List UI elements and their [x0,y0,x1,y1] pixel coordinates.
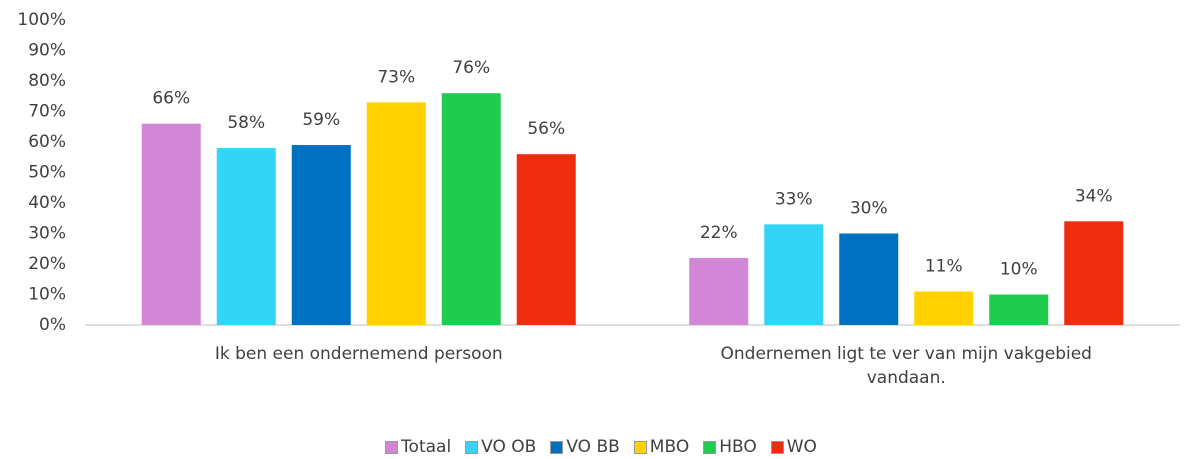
y-tick-label: 20% [28,254,66,274]
legend-label: HBO [719,437,757,457]
y-tick-label: 40% [28,193,66,213]
legend-swatch [703,440,717,454]
y-tick-label: 60% [28,132,66,152]
data-label: 30% [850,199,888,219]
y-tick-label: 30% [28,224,66,244]
legend-item: VO BB [550,437,620,457]
y-tick-label: 70% [28,102,66,122]
y-tick-label: 50% [28,163,66,183]
y-tick-label: 100% [17,10,66,30]
data-label: 11% [925,256,963,276]
y-tick-label: 80% [28,71,66,91]
data-label: 33% [775,189,813,209]
legend-item: HBO [703,437,757,457]
bar [914,291,974,325]
legend-item: Totaal [385,437,451,457]
y-tick-label: 90% [28,41,66,61]
y-tick-label: 0% [39,315,66,335]
bar [689,257,749,325]
bar [291,145,351,325]
bar [516,154,576,325]
x-tick-label: Ondernemen ligt te ver van mijn vakgebie… [720,344,1092,388]
bar [764,224,824,325]
legend-swatch [465,440,479,454]
x-tick-label: Ik ben een ondernemend persoon [214,344,503,364]
legend-item: MBO [633,437,690,457]
legend-swatch [550,440,564,454]
bar [989,294,1049,325]
legend-swatch [385,440,399,454]
y-tick-label: 10% [28,285,66,305]
bar [839,233,899,325]
data-label: 58% [227,113,265,133]
bar [441,93,501,325]
legend: Totaal VO OB VO BB MBO HBO WO [0,437,1202,457]
data-label: 59% [302,110,340,130]
legend-swatch [770,440,784,454]
data-label: 22% [700,223,738,243]
legend-label: VO OB [481,437,537,457]
legend-item: WO [770,437,817,457]
data-label: 10% [1000,260,1038,280]
bar [141,123,201,325]
data-label: 73% [377,67,415,87]
bar [216,148,276,325]
data-label: 66% [152,89,190,109]
legend-swatch [633,440,647,454]
data-label: 56% [527,119,565,139]
data-label: 76% [452,58,490,78]
bar [1064,221,1124,325]
bar [366,102,426,325]
legend-label: VO BB [566,437,620,457]
legend-label: Totaal [401,437,452,457]
data-label: 34% [1075,186,1113,206]
legend-label: WO [786,437,817,457]
legend-label: MBO [649,437,690,457]
legend-item: VO OB [465,437,536,457]
